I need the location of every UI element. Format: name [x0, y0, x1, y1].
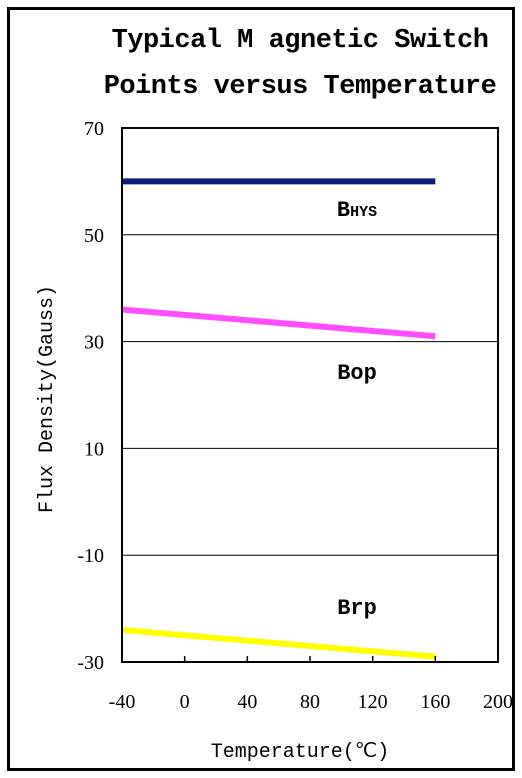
y-tick-label: 70 — [84, 118, 104, 140]
y-tick-label: -10 — [77, 545, 104, 567]
chart-title-line-1: Typical M agnetic Switch — [111, 26, 489, 56]
x-tick-label: 200 — [483, 691, 513, 713]
y-tick-label: -30 — [77, 652, 104, 674]
series-label-bhys: BHYS — [337, 198, 377, 223]
y-tick-label: 30 — [84, 332, 104, 354]
chart-title-line-2: Points versus Temperature — [103, 72, 497, 102]
x-tick-label: 80 — [300, 691, 320, 713]
grid-lines — [122, 234, 498, 556]
series-label-bop: Bop — [337, 361, 377, 386]
series-line-bop — [121, 306, 436, 340]
x-tick-label: 120 — [358, 691, 388, 713]
x-tick-label: -40 — [109, 691, 136, 713]
series-line-brp — [121, 626, 436, 660]
y-tick-label: 10 — [84, 438, 104, 460]
series-labels: BHYS Bop Brp — [337, 198, 377, 621]
x-tick-label: 0 — [180, 691, 190, 713]
plot-area-border — [121, 127, 499, 663]
series-lines — [121, 178, 436, 660]
x-tick-label: 40 — [237, 691, 257, 713]
series-label-brp: Brp — [337, 596, 377, 621]
tick-labels: -40 0 40 80 120 160 200 70 50 30 10 -10 -30 — [77, 118, 513, 713]
x-axis-title: Temperature(℃) — [211, 741, 390, 764]
y-axis-title: Flux Density(Gauss) — [36, 285, 59, 513]
x-tick-label: 160 — [420, 691, 450, 713]
y-tick-label: 50 — [84, 225, 104, 247]
